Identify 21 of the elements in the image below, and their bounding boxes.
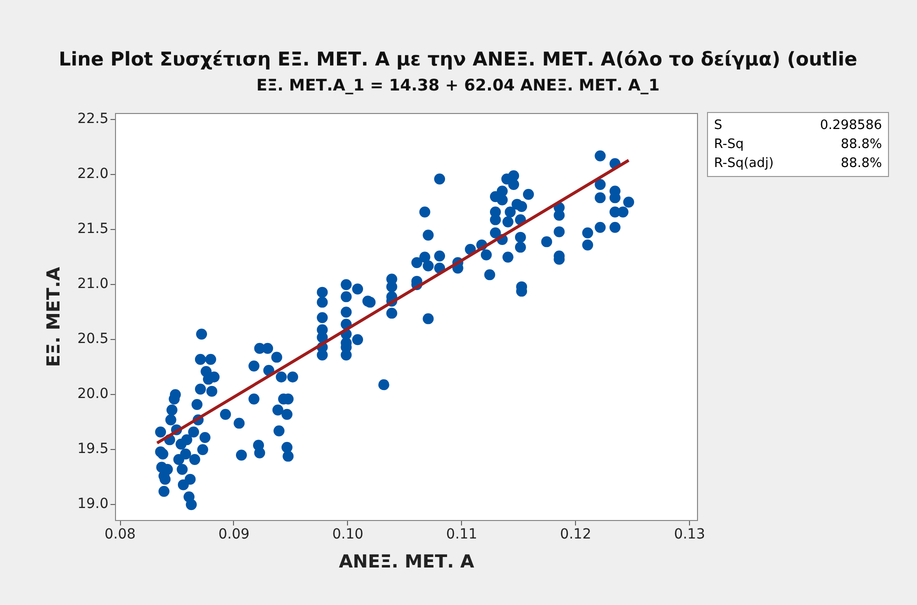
x-axis-title: ΑΝΕΞ. ΜΕΤ. Α (338, 552, 474, 572)
y-tick-label: 19.0 (77, 496, 108, 512)
chart-subtitle: ΕΞ. ΜΕΤ.Α_1 = 14.38 + 62.04 ΑΝΕΞ. ΜΕΤ. Α_1 (256, 76, 660, 94)
y-tick-label: 21.0 (77, 276, 108, 292)
text: R-Sq(adj) 88.8% (714, 156, 882, 171)
x-tick-label: 0.08 (104, 526, 136, 542)
y-axis-title: ΕΞ. ΜΕΤ.Α (43, 266, 64, 368)
y-tick-label: 19.5 (77, 441, 108, 457)
y-tick-label: 20.0 (77, 386, 108, 402)
y-tick-label: 22.0 (77, 166, 108, 182)
x-tick-label: 0.12 (560, 526, 592, 542)
x-tick-label: 0.09 (218, 526, 250, 542)
y-tick-label: 21.5 (77, 221, 108, 237)
x-tick-label: 0.13 (674, 526, 706, 542)
text: R-Sq 88.8% (714, 137, 882, 152)
text: S 0.298586 (714, 118, 882, 133)
x-tick-label: 0.10 (332, 526, 364, 542)
chart-title: Line Plot Συσχέτιση ΕΞ. ΜΕΤ. Α με την ΑΝΕΞ. ΜΕΤ. Α(όλο το δείγμα) (outlie (58, 48, 858, 70)
x-tick-label: 0.11 (446, 526, 478, 542)
y-tick-label: 20.5 (77, 331, 108, 347)
y-tick-label: 22.5 (77, 111, 108, 127)
